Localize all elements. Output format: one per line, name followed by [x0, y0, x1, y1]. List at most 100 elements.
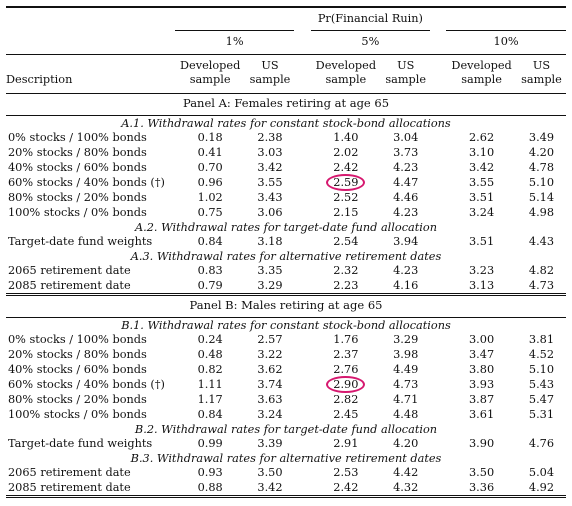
table-cell: 3.35 — [257, 264, 283, 277]
table-cell: 3.36 — [469, 481, 495, 494]
panel-title-row: Panel A: Females retiring at age 65 — [6, 93, 566, 116]
col-developed-10pct: Developed sample — [446, 54, 517, 94]
table-cell: 3.55 — [257, 176, 283, 189]
group-header-10pct: 10% — [446, 30, 566, 55]
column-gap — [430, 130, 446, 145]
row-label: 20% stocks / 80% bonds — [8, 146, 147, 159]
table-cell: 3.00 — [469, 333, 495, 346]
table-row: 100% stocks / 0% bonds 0.84 3.24 2.45 4.48 3.… — [6, 407, 566, 422]
column-gap — [430, 160, 446, 175]
row-label: 0% stocks / 100% bonds — [8, 131, 147, 144]
table-cell: 4.16 — [393, 279, 419, 292]
table-cell: 2.42 — [333, 161, 359, 174]
column-gap — [294, 480, 310, 497]
table-cell: 3.87 — [469, 393, 495, 406]
table-cell: 4.49 — [393, 363, 419, 376]
table-cell: 3.03 — [257, 146, 283, 159]
column-gap — [294, 332, 310, 347]
row-label: 60% stocks / 40% bonds (†) — [8, 378, 165, 391]
row-label: 0% stocks / 100% bonds — [8, 333, 147, 346]
table-row: 80% stocks / 20% bonds 1.02 3.43 2.52 4.46 3.… — [6, 190, 566, 205]
table-cell: 4.20 — [393, 437, 419, 450]
table-cell: 0.88 — [197, 481, 223, 494]
column-gap — [294, 175, 310, 190]
section-title-row: B.3. Withdrawal rates for alternative re… — [6, 451, 566, 465]
table-row: Target-date fund weights 0.84 3.18 2.54 3.94… — [6, 234, 566, 249]
row-label: 100% stocks / 0% bonds — [8, 408, 147, 421]
table-cell: 0.18 — [197, 131, 223, 144]
table-cell: 1.02 — [197, 191, 223, 204]
table-cell: 2.15 — [333, 206, 359, 219]
column-gap — [294, 407, 310, 422]
table-cell: 0.24 — [197, 333, 223, 346]
table-cell: 2.82 — [333, 393, 359, 406]
table-cell: 3.51 — [469, 191, 495, 204]
column-gap — [430, 234, 446, 249]
table-cell: 0.83 — [197, 264, 223, 277]
table-cell: 4.20 — [528, 146, 555, 159]
column-gap — [294, 234, 310, 249]
column-gap — [430, 145, 446, 160]
table-cell: 0.84 — [197, 408, 223, 421]
section-title-row: A.3. Withdrawal rates for alternative re… — [6, 249, 566, 263]
table-row: Target-date fund weights 0.99 3.39 2.91 4.20… — [6, 436, 566, 451]
table-cell: 4.78 — [528, 161, 555, 174]
table-cell: 3.42 — [469, 161, 495, 174]
table-cell: 4.52 — [528, 348, 555, 361]
results-table-container: Pr(Financial Ruin) 1% 5% 10% Description… — [0, 6, 572, 506]
column-gap — [294, 160, 310, 175]
table-row: 40% stocks / 60% bonds 0.82 3.62 2.76 4.49 3.… — [6, 362, 566, 377]
table-cell: 2.59 — [311, 174, 382, 191]
table-cell: 5.31 — [528, 408, 555, 421]
column-gap — [430, 362, 446, 377]
table-row: 40% stocks / 60% bonds 0.70 3.42 2.42 4.23 3.… — [6, 160, 566, 175]
section-title: A.2. Withdrawal rates for target-date fu… — [135, 221, 437, 234]
column-gap — [430, 465, 446, 480]
column-gap — [294, 377, 310, 392]
highlight-circle: 2.90 — [326, 376, 366, 393]
table-cell: 3.63 — [257, 393, 283, 406]
table-row: 60% stocks / 40% bonds (†) 0.96 3.55 2.59 4.… — [6, 174, 566, 191]
table-cell: 1.17 — [197, 393, 223, 406]
section-title: B.3. Withdrawal rates for alternative re… — [130, 452, 442, 465]
column-gap — [430, 347, 446, 362]
column-gap — [294, 205, 310, 220]
table-cell: 0.41 — [197, 146, 223, 159]
table-body: Panel A: Females retiring at age 65 A.1. … — [6, 93, 566, 497]
table-cell: 3.13 — [469, 279, 495, 292]
table-cell: 2.37 — [333, 348, 359, 361]
table-cell: 2.90 — [311, 376, 382, 393]
table-cell: 2.45 — [333, 408, 359, 421]
table-cell: 3.61 — [469, 408, 495, 421]
table-cell: 2.76 — [333, 363, 359, 376]
table-cell: 3.24 — [257, 408, 283, 421]
column-gap — [430, 436, 446, 451]
header-row-super: Pr(Financial Ruin) — [6, 7, 566, 31]
table-cell: 2.32 — [333, 264, 359, 277]
table-cell: 5.43 — [528, 378, 555, 391]
section-title: A.3. Withdrawal rates for alternative re… — [130, 250, 442, 263]
header-row-groups: 1% 5% 10% — [6, 30, 566, 55]
table-cell: 2.91 — [333, 437, 359, 450]
header-row-columns: Description Developed sample US sample Dev… — [6, 54, 566, 94]
column-gap — [430, 175, 446, 190]
table-cell: 3.23 — [469, 264, 495, 277]
table-cell: 2.54 — [333, 235, 359, 248]
row-label: 40% stocks / 60% bonds — [8, 363, 147, 376]
table-cell: 4.76 — [528, 437, 555, 450]
table-cell: 3.42 — [257, 481, 283, 494]
highlight-circle: 2.59 — [326, 174, 366, 191]
table-row: 2065 retirement date 0.93 3.50 2.53 4.42 3.50… — [6, 465, 566, 480]
row-label: 100% stocks / 0% bonds — [8, 206, 147, 219]
table-cell: 3.81 — [528, 333, 555, 346]
table-cell: 5.14 — [528, 191, 555, 204]
section-title: A.1. Withdrawal rates for constant stock… — [121, 117, 451, 130]
panel-title: Panel B: Males retiring at age 65 — [189, 298, 383, 312]
table-cell: 4.47 — [393, 176, 419, 189]
column-gap — [294, 436, 310, 451]
row-label: 80% stocks / 20% bonds — [8, 393, 147, 406]
table-cell: 2.52 — [333, 191, 359, 204]
column-gap — [294, 190, 310, 205]
table-cell: 2.23 — [333, 279, 359, 292]
table-cell: 3.47 — [469, 348, 495, 361]
